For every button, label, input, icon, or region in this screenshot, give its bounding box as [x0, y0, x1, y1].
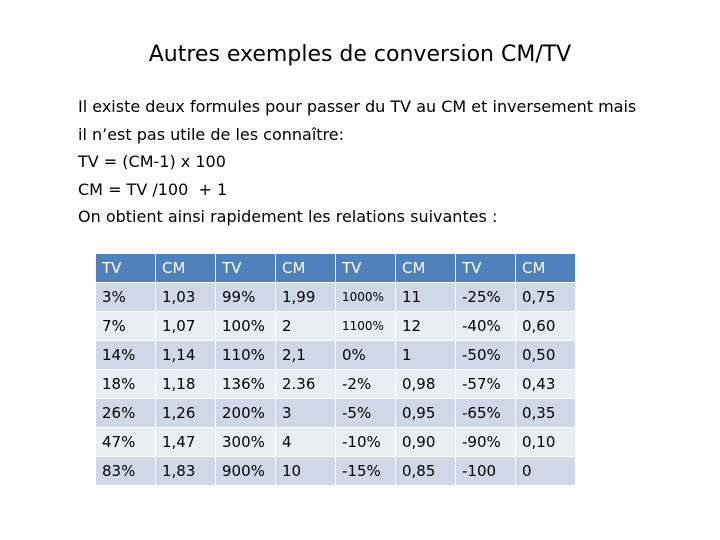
header-cell: CM	[515, 253, 576, 283]
table-cell: 300%	[215, 427, 276, 457]
table-cell: 10	[275, 456, 336, 486]
table-cell: 1,26	[155, 398, 216, 428]
body-line: TV = (CM-1) x 100	[78, 152, 226, 171]
table-cell: 47%	[95, 427, 156, 457]
header-cell: TV	[95, 253, 156, 283]
header-row: TV CM TV CM TV CM TV CM	[95, 253, 576, 283]
table-cell: 1,14	[155, 340, 216, 370]
table-cell: 7%	[95, 311, 156, 341]
table-cell: -2%	[335, 369, 396, 399]
table-row: 47% 1,47 300% 4 -10% 0,90 -90% 0,10	[95, 427, 576, 457]
table-cell: 1,99	[275, 282, 336, 312]
table-cell: 1000%	[335, 282, 396, 312]
header-cell: TV	[455, 253, 516, 283]
table-cell: 0,95	[395, 398, 456, 428]
header-cell: CM	[395, 253, 456, 283]
table-cell: 14%	[95, 340, 156, 370]
body-line: Il existe deux formules pour passer du T…	[78, 97, 637, 116]
table-row: 83% 1,83 900% 10 -15% 0,85 -100 0	[95, 456, 576, 486]
table-cell: 0,75	[515, 282, 576, 312]
table-cell: 0,50	[515, 340, 576, 370]
table-cell: 83%	[95, 456, 156, 486]
table-cell: 18%	[95, 369, 156, 399]
body-line: On obtient ainsi rapidement les relation…	[78, 207, 498, 226]
table-cell: -10%	[335, 427, 396, 457]
table-cell: 4	[275, 427, 336, 457]
table-cell: 0	[515, 456, 576, 486]
table-cell: 1,18	[155, 369, 216, 399]
header-cell: TV	[215, 253, 276, 283]
table-cell: 200%	[215, 398, 276, 428]
table-cell: 0,90	[395, 427, 456, 457]
table-cell: 3	[275, 398, 336, 428]
table-cell: 1,47	[155, 427, 216, 457]
table-row: 26% 1,26 200% 3 -5% 0,95 -65% 0,35	[95, 398, 576, 428]
table-cell: -65%	[455, 398, 516, 428]
table-cell: 0,43	[515, 369, 576, 399]
table-cell: 0,98	[395, 369, 456, 399]
table-cell: -100	[455, 456, 516, 486]
body-text: Il existe deux formules pour passer du T…	[78, 93, 636, 231]
table-cell: -15%	[335, 456, 396, 486]
table-cell: 0,35	[515, 398, 576, 428]
slide-title: Autres exemples de conversion CM/TV	[148, 42, 572, 67]
table-cell: 1,03	[155, 282, 216, 312]
table-row: 3% 1,03 99% 1,99 1000% 11 -25% 0,75	[95, 282, 576, 312]
header-cell: CM	[155, 253, 216, 283]
table-cell: -50%	[455, 340, 516, 370]
table-cell: 2	[275, 311, 336, 341]
table-cell: -25%	[455, 282, 516, 312]
table-cell: 11	[395, 282, 456, 312]
table-cell: 1100%	[335, 311, 396, 341]
table-row: 7% 1,07 100% 2 1100% 12 -40% 0,60	[95, 311, 576, 341]
table-cell: 26%	[95, 398, 156, 428]
table-cell: 1,07	[155, 311, 216, 341]
table-cell: 2,1	[275, 340, 336, 370]
table-cell: -40%	[455, 311, 516, 341]
table-cell: -90%	[455, 427, 516, 457]
table-cell: 2.36	[275, 369, 336, 399]
table-cell: 136%	[215, 369, 276, 399]
header-cell: TV	[335, 253, 396, 283]
table-cell: 3%	[95, 282, 156, 312]
table-cell: 0,85	[395, 456, 456, 486]
table-cell: 0,60	[515, 311, 576, 341]
conversion-table: TV CM TV CM TV CM TV CM 3% 1,03 99% 1,99 1000% 11 -25%…	[95, 253, 576, 486]
table-cell: 110%	[215, 340, 276, 370]
table-row: 14% 1,14 110% 2,1 0% 1 -50% 0,50	[95, 340, 576, 370]
table-cell: 100%	[215, 311, 276, 341]
table-row: 18% 1,18 136% 2.36 -2% 0,98 -57% 0,43	[95, 369, 576, 399]
table-cell: -57%	[455, 369, 516, 399]
table-cell: 0%	[335, 340, 396, 370]
header-cell: CM	[275, 253, 336, 283]
table-cell: 99%	[215, 282, 276, 312]
body-line: il n’est pas utile de les connaître:	[78, 124, 345, 144]
table-cell: 1	[395, 340, 456, 370]
table-cell: 12	[395, 311, 456, 341]
table-cell: 0,10	[515, 427, 576, 457]
table-cell: 1,83	[155, 456, 216, 486]
table-cell: 900%	[215, 456, 276, 486]
table-cell: -5%	[335, 398, 396, 428]
body-line: CM = TV /100 + 1	[78, 179, 228, 199]
